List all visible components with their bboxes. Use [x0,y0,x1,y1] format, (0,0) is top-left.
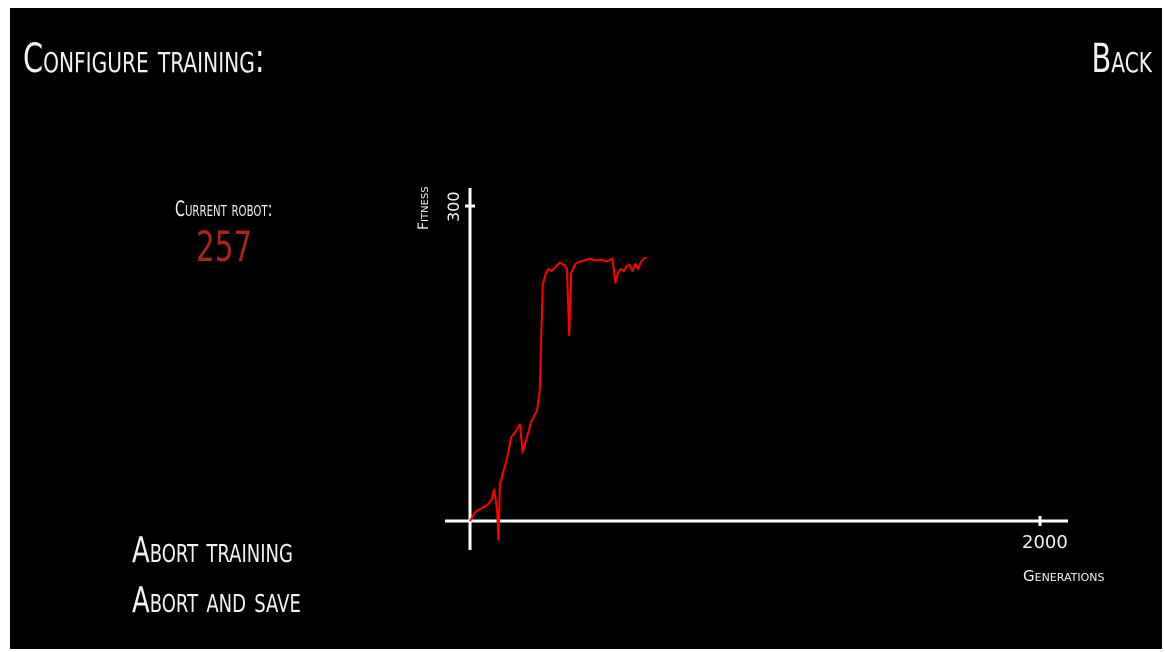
x-axis-label: Generations [1023,567,1104,585]
y-axis-label: Fitness [416,186,432,230]
chart-series [469,256,648,541]
training-screen: Configure training: Back Current robot: … [10,8,1162,649]
y-tick-label: 300 [444,191,463,222]
page-title: Configure training: [23,36,265,82]
abort-and-save-button[interactable]: Abort and save [132,580,301,621]
current-robot-value: 257 [196,222,253,271]
series-line-0 [469,256,648,541]
fitness-chart: 2000 Generations 300 Fitness [416,186,1104,585]
x-tick-label: 2000 [1022,532,1068,553]
chart-axes [445,188,1068,550]
current-robot-label: Current robot: [175,197,273,221]
abort-training-button[interactable]: Abort training [132,530,293,571]
back-button[interactable]: Back [1091,36,1152,82]
chart-labels: 2000 Generations 300 Fitness [416,186,1104,585]
